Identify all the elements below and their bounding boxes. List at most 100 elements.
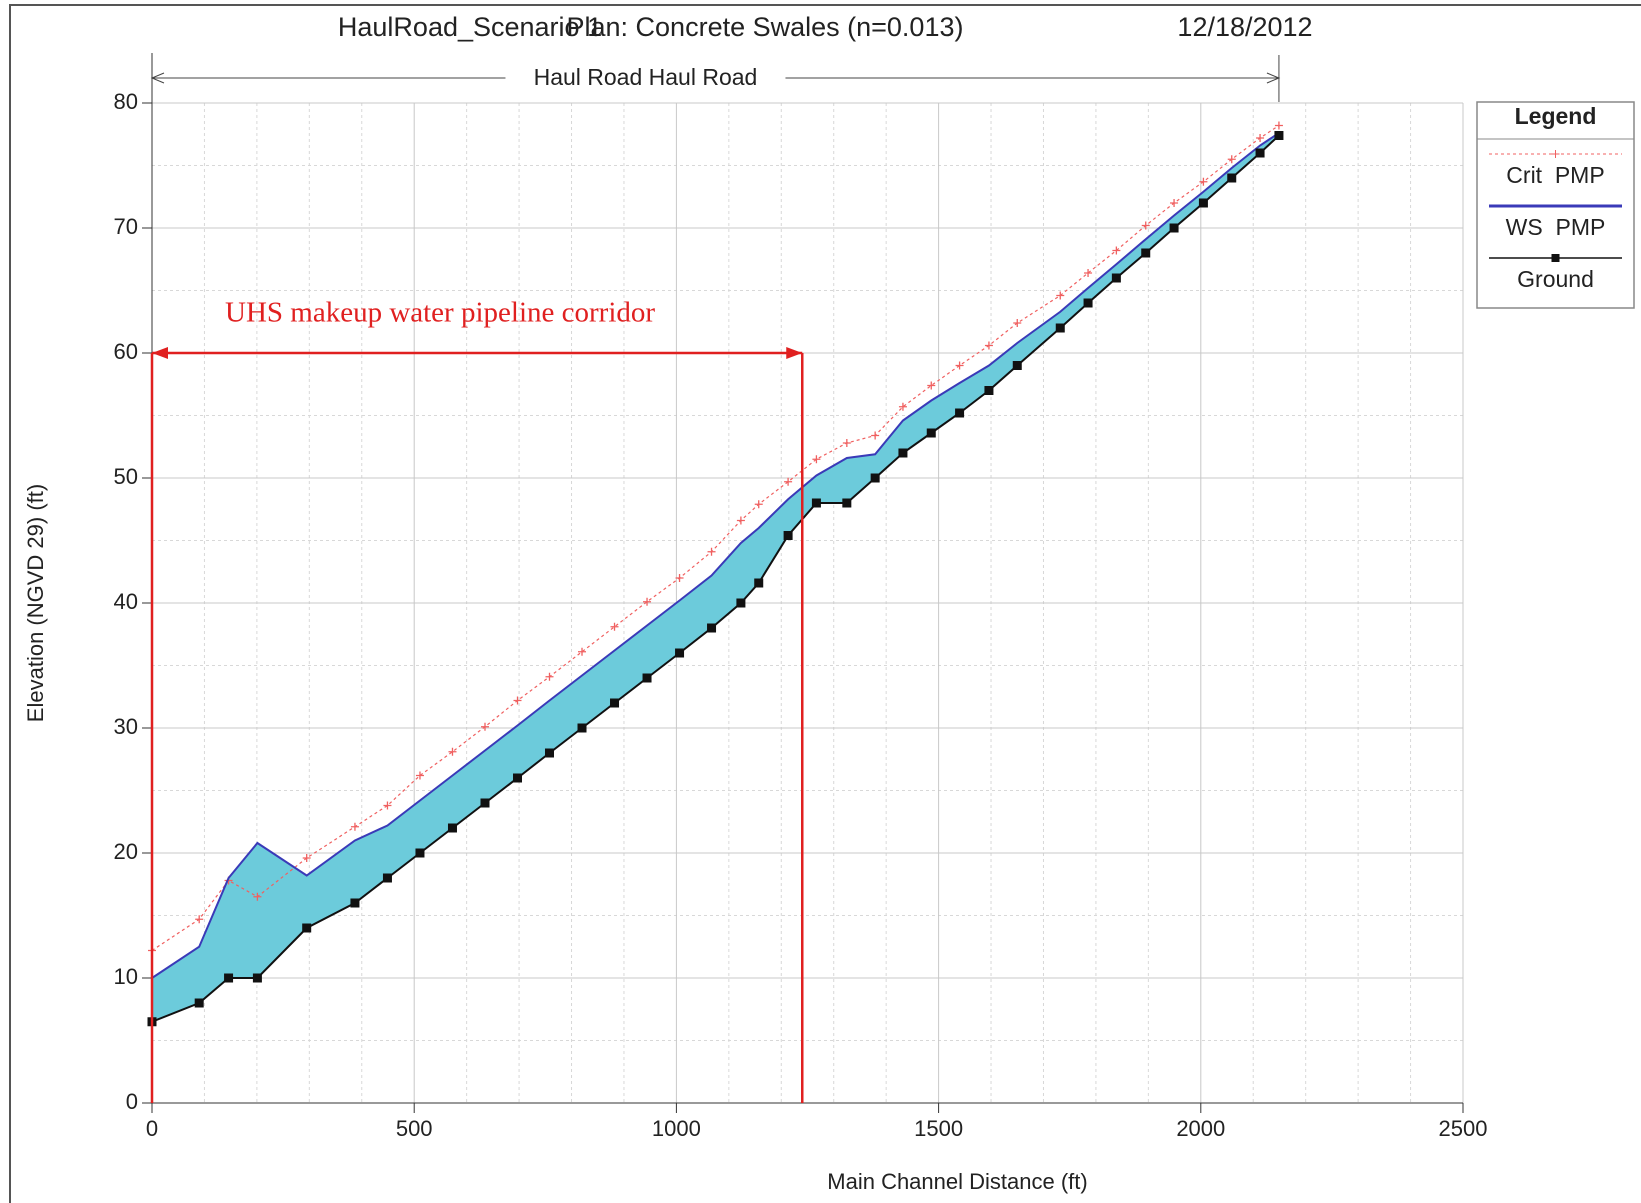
ground-marker xyxy=(350,898,360,908)
x-tick-label: 2500 xyxy=(1439,1116,1488,1141)
crit-marker xyxy=(302,854,311,862)
ground-marker xyxy=(1141,248,1151,258)
y-tick-label: 60 xyxy=(114,339,138,364)
crit-marker xyxy=(1227,155,1236,164)
crit-marker xyxy=(927,381,936,390)
y-tick-label: 80 xyxy=(114,89,138,114)
crit-marker xyxy=(1170,199,1179,207)
legend-label: Crit PMP xyxy=(1506,162,1604,188)
crit-marker xyxy=(675,574,684,582)
water-area xyxy=(152,133,1279,1022)
corridor-label: UHS makeup water pipeline corridor xyxy=(225,297,655,329)
ground-marker xyxy=(1012,361,1022,370)
crit-marker xyxy=(415,771,424,780)
crit-marker xyxy=(195,915,204,924)
x-tick-label: 500 xyxy=(396,1116,433,1141)
x-tick-label: 1000 xyxy=(652,1116,701,1141)
crit-marker xyxy=(578,647,587,656)
legend-title: Legend xyxy=(1515,103,1597,129)
ground-marker xyxy=(447,823,457,833)
ground-marker xyxy=(783,531,793,540)
ground-marker xyxy=(1227,173,1237,183)
ground-marker xyxy=(642,673,652,683)
arrow-head xyxy=(152,347,168,359)
ground-marker xyxy=(707,623,717,633)
x-axis-label: Main Channel Distance (ft) xyxy=(827,1169,1087,1194)
y-tick-label: 10 xyxy=(114,964,138,989)
x-tick-label: 0 xyxy=(146,1116,158,1141)
crit-marker xyxy=(1112,246,1121,255)
reach-label: Haul Road Haul Road xyxy=(534,64,758,90)
x-tick-label: 2000 xyxy=(1176,1116,1225,1141)
y-axis-label: Elevation (NGVD 29) (ft) xyxy=(23,484,48,722)
crit-marker xyxy=(545,672,554,681)
ground-marker xyxy=(544,748,554,758)
arrow-head xyxy=(786,347,803,359)
crit-marker xyxy=(871,431,880,440)
crit-marker xyxy=(1141,221,1150,230)
ground-marker xyxy=(1198,198,1208,208)
crit-marker xyxy=(707,547,716,556)
crit-marker xyxy=(984,341,993,350)
chart-title: HaulRoad_Scenario 1 xyxy=(338,12,602,42)
crit-marker xyxy=(736,516,745,525)
ground-marker xyxy=(926,428,936,438)
legend-marker xyxy=(1551,150,1560,158)
ground-marker xyxy=(382,873,392,883)
ground-marker xyxy=(480,798,490,808)
ground-marker xyxy=(577,723,587,733)
ground-marker xyxy=(1255,148,1265,158)
ground-marker xyxy=(1083,298,1093,308)
crit-marker xyxy=(610,622,619,631)
ground-marker xyxy=(842,498,852,508)
crit-marker xyxy=(643,597,652,606)
crit-marker xyxy=(784,477,793,486)
ground-marker xyxy=(610,698,620,708)
frame xyxy=(9,4,1641,1203)
ground-marker xyxy=(811,498,821,508)
ground-marker xyxy=(870,473,880,483)
ground-marker xyxy=(955,408,965,418)
legend-label: Ground xyxy=(1517,266,1594,292)
crit-marker xyxy=(1013,319,1022,327)
series-line xyxy=(151,132,1280,979)
crit-marker xyxy=(1274,121,1283,130)
crit-marker xyxy=(754,500,763,509)
crit-marker xyxy=(898,402,907,411)
ground-marker xyxy=(984,386,994,395)
ground-marker xyxy=(513,773,523,783)
ground-marker xyxy=(302,923,312,933)
y-tick-label: 0 xyxy=(126,1089,138,1114)
crit-marker xyxy=(513,696,522,705)
ground-marker xyxy=(1169,223,1179,233)
ground-marker xyxy=(1111,273,1121,283)
crit-marker xyxy=(1199,177,1208,186)
chart-title: Plan: Concrete Swales (n=0.013) xyxy=(567,12,964,42)
chart-title: 12/18/2012 xyxy=(1177,12,1312,42)
y-tick-label: 50 xyxy=(114,464,138,489)
crit-marker xyxy=(350,822,359,831)
ground-marker xyxy=(252,973,262,983)
crit-marker xyxy=(842,439,851,447)
crit-marker xyxy=(1256,134,1265,142)
crit-marker xyxy=(253,892,262,901)
ground-marker xyxy=(1274,131,1284,140)
arrow-head xyxy=(150,72,165,84)
ground-marker xyxy=(736,598,746,608)
crit-marker xyxy=(1084,269,1093,277)
crit-marker xyxy=(480,722,489,731)
crit-marker xyxy=(383,801,392,810)
y-tick-label: 40 xyxy=(114,589,138,614)
ground-marker xyxy=(1055,323,1065,333)
ground-marker xyxy=(194,998,204,1008)
ground-marker xyxy=(415,848,425,858)
legend-label: WS PMP xyxy=(1506,214,1606,240)
ground-marker xyxy=(675,648,685,658)
y-tick-label: 20 xyxy=(114,839,138,864)
ground-marker xyxy=(898,448,908,458)
x-tick-label: 1500 xyxy=(914,1116,963,1141)
y-tick-label: 30 xyxy=(114,714,138,739)
crit-marker xyxy=(448,747,457,756)
